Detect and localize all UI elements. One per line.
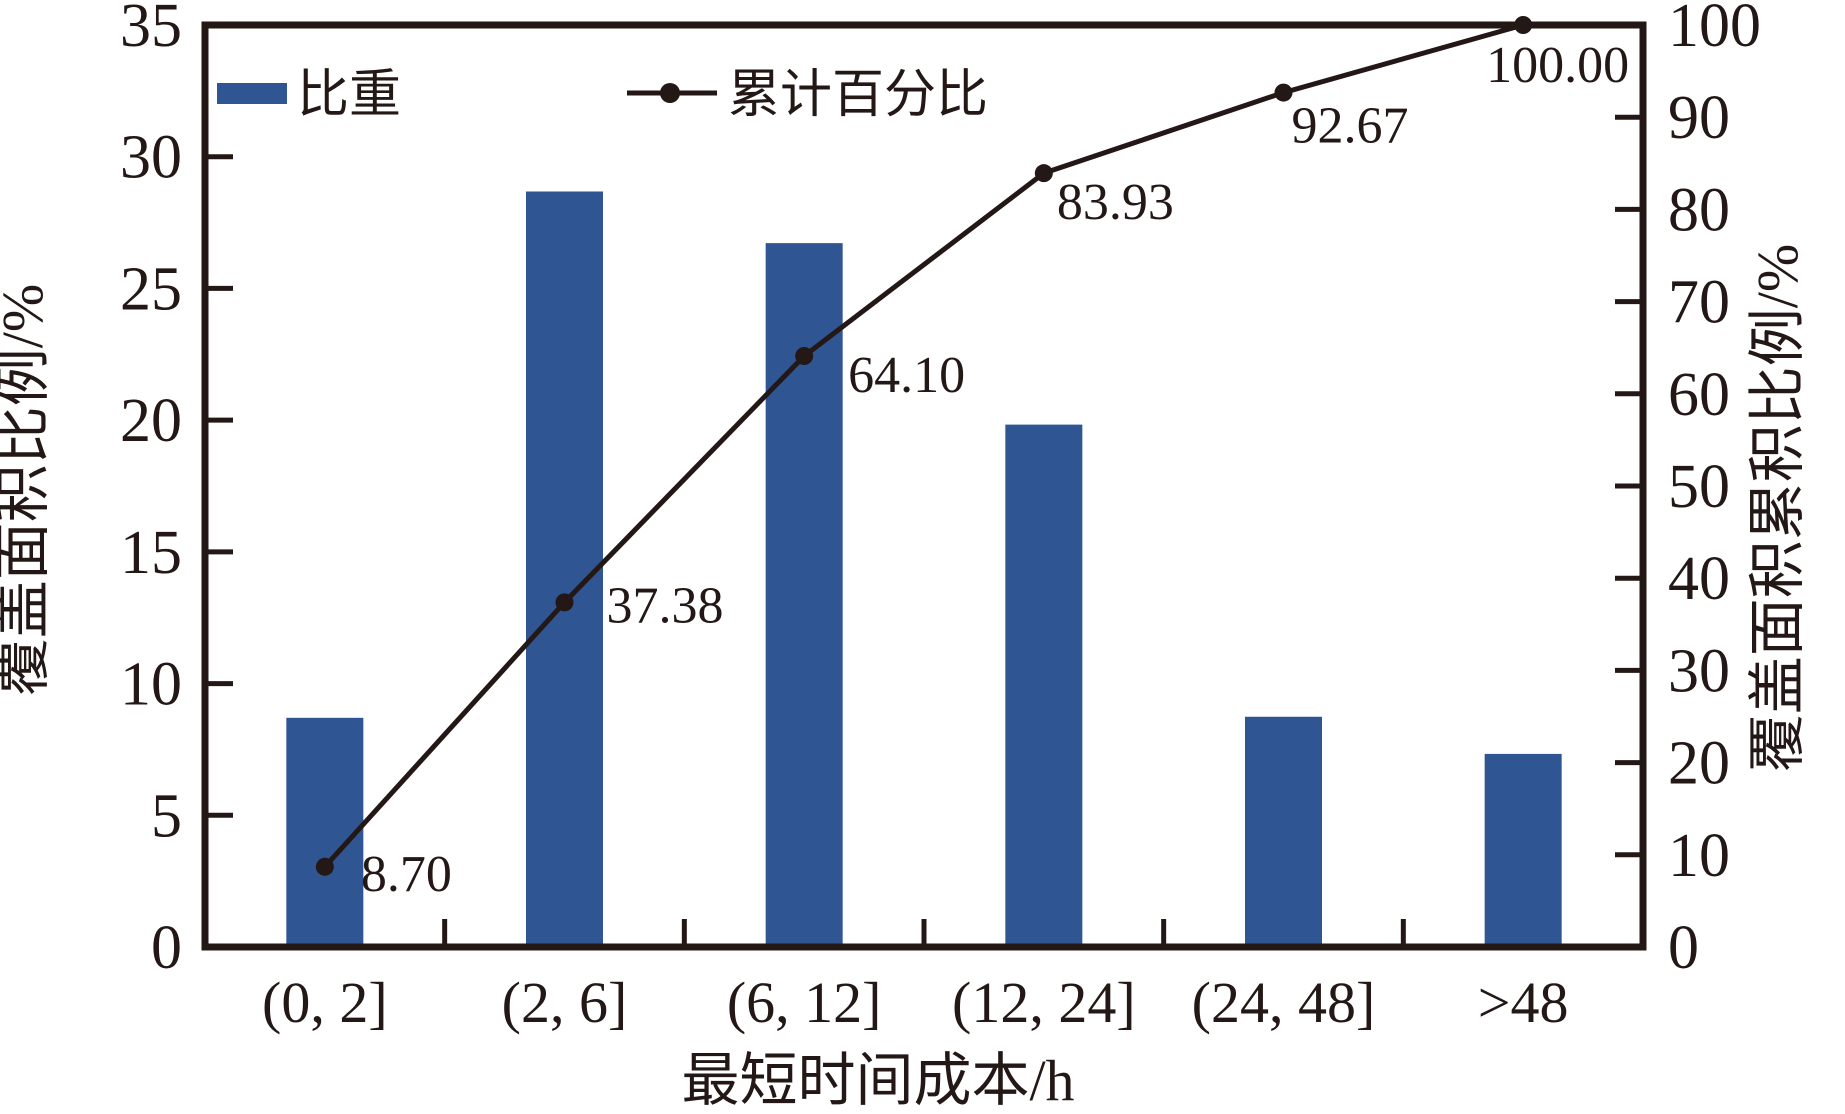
bar-(0, 2] <box>286 717 364 947</box>
legend-line-label: 累计百分比 <box>728 67 988 124</box>
cumulative-line <box>322 22 1524 869</box>
category-label: (2, 6] <box>502 970 628 1035</box>
bar->48 <box>1484 753 1562 947</box>
right-axis-tick-label: 10 <box>1668 822 1730 890</box>
right-axis-tick-label: 50 <box>1668 453 1730 521</box>
plot-frame <box>201 21 1647 951</box>
legend-bar-swatch <box>217 83 287 104</box>
cumulative-point-label: 37.38 <box>607 577 724 634</box>
right-axis-tick-label: 60 <box>1668 361 1730 429</box>
x-axis-title: 最短时间成本/h <box>681 1048 1074 1113</box>
cumulative-point-(24, 48] <box>1274 83 1293 102</box>
category-label: (24, 48] <box>1192 970 1376 1035</box>
cumulative-point-label: 64.10 <box>848 347 965 404</box>
cumulative-point-(6, 12] <box>795 346 814 365</box>
right-axis-tick-label: 100 <box>1668 0 1761 60</box>
category-label: (6, 12] <box>727 970 882 1035</box>
right-axis-tick-label: 40 <box>1668 545 1730 613</box>
legend-bar-label: 比重 <box>297 67 401 124</box>
cumulative-point-label: 92.67 <box>1292 98 1409 155</box>
bar-(2, 6] <box>526 191 603 947</box>
left-axis-tick-label: 20 <box>120 387 182 455</box>
cumulative-point-label: 100.00 <box>1486 37 1629 94</box>
category-label: (12, 24] <box>952 970 1136 1035</box>
cumulative-point-(0, 2] <box>315 857 334 876</box>
cumulative-point-label: 8.70 <box>361 846 452 903</box>
left-axis-tick-label: 35 <box>120 0 182 60</box>
right-axis-tick-label: 80 <box>1668 176 1730 244</box>
right-y-axis-title: 覆盖面积累积比例/% <box>1745 244 1810 772</box>
left-y-axis-title: 覆盖面积比例/% <box>0 284 55 696</box>
cumulative-point-label: 83.93 <box>1057 174 1174 231</box>
cumulative-point-(12, 24] <box>1034 164 1053 183</box>
bar-(24, 48] <box>1245 716 1322 947</box>
left-axis-tick-label: 30 <box>120 124 182 192</box>
left-axis-tick-label: 0 <box>151 914 182 982</box>
left-axis-tick-label: 5 <box>151 782 182 850</box>
left-axis-tick-label: 25 <box>120 255 182 323</box>
cumulative-point->48 <box>1514 16 1533 34</box>
category-label: >48 <box>1478 970 1569 1035</box>
cumulative-point-(2, 6] <box>555 593 574 612</box>
left-axis-tick-label: 15 <box>120 519 182 587</box>
right-axis-tick-label: 20 <box>1668 730 1730 798</box>
right-axis-tick-label: 0 <box>1668 914 1699 982</box>
right-axis-tick-label: 70 <box>1668 269 1730 337</box>
category-label: (0, 2] <box>262 970 388 1035</box>
right-axis-tick-label: 90 <box>1668 84 1730 152</box>
legend-line-marker <box>660 83 680 103</box>
bar-(12, 24] <box>1005 424 1083 947</box>
left-axis-tick-label: 10 <box>120 651 182 719</box>
right-axis-tick-label: 30 <box>1668 637 1730 705</box>
